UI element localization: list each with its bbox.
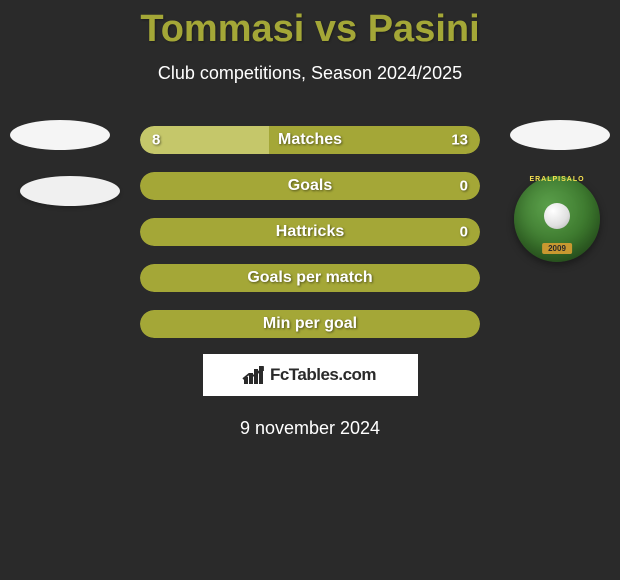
stat-row: Min per goal: [0, 308, 620, 340]
stat-value-right: 0: [460, 178, 468, 195]
stat-row: Goals 0: [0, 170, 620, 202]
stat-bar: Hattricks 0: [140, 218, 480, 246]
stat-row: Hattricks 0: [0, 216, 620, 248]
stat-value-left: 8: [152, 132, 160, 149]
stat-label: Goals per match: [247, 269, 372, 287]
fctables-chart-icon: [244, 366, 266, 384]
fctables-brand-text: FcTables.com: [270, 365, 376, 385]
fctables-brand-box: FcTables.com: [203, 354, 418, 396]
stat-label: Matches: [278, 131, 342, 149]
stat-value-right: 13: [451, 132, 468, 149]
stat-row: Goals per match: [0, 262, 620, 294]
stat-row: Matches 8 13: [0, 124, 620, 156]
stat-bar: Min per goal: [140, 310, 480, 338]
stat-label: Hattricks: [276, 223, 344, 241]
stat-bar: Goals 0: [140, 172, 480, 200]
snapshot-date: 9 november 2024: [0, 418, 620, 439]
stat-bar: Matches 8 13: [140, 126, 480, 154]
stat-label: Goals: [288, 177, 332, 195]
stat-value-right: 0: [460, 224, 468, 241]
stats-container: Matches 8 13 Goals 0 Hattricks 0 Goals per matc…: [0, 124, 620, 340]
comparison-title: Tommasi vs Pasini: [0, 0, 620, 51]
comparison-subtitle: Club competitions, Season 2024/2025: [0, 63, 620, 84]
stat-bar: Goals per match: [140, 264, 480, 292]
stat-label: Min per goal: [263, 315, 357, 333]
